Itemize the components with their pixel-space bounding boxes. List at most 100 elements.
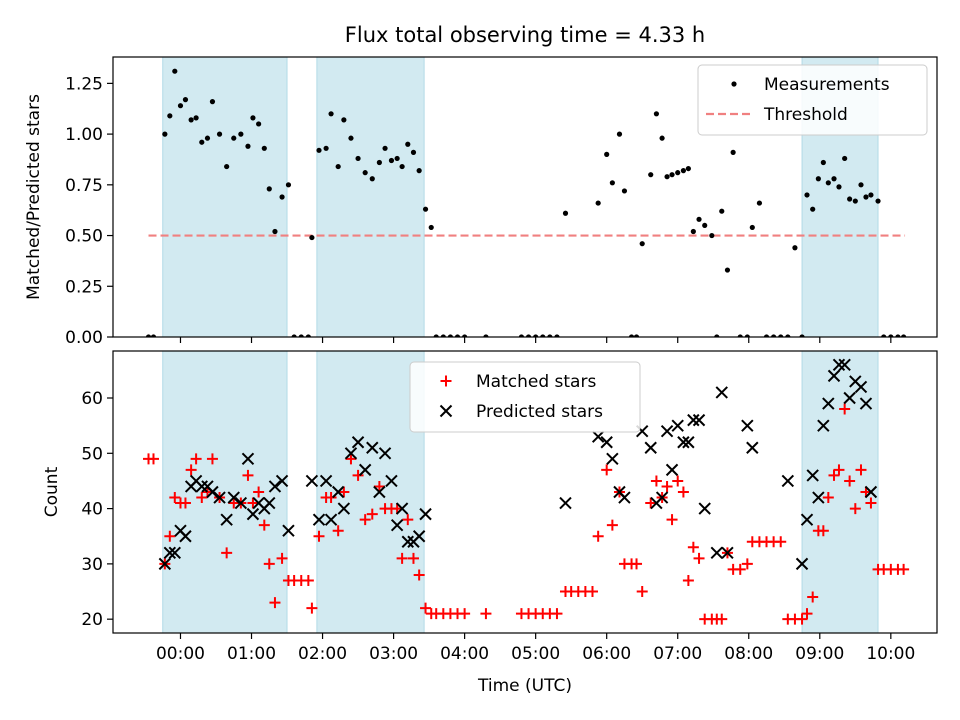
measurement-point	[737, 334, 743, 337]
measurement-point	[749, 224, 755, 231]
predicted-point	[319, 474, 333, 488]
measurement-point	[702, 222, 708, 229]
measurement-point	[355, 155, 361, 162]
legend-label: Matched stars	[476, 372, 596, 392]
measurement-point	[554, 334, 560, 337]
matched-point	[306, 602, 318, 614]
predicted-point	[832, 358, 846, 372]
matched-point	[551, 608, 563, 620]
y-tick-label: 60	[81, 389, 103, 409]
measurement-point	[454, 334, 461, 337]
measurement-point	[744, 334, 750, 337]
measurement-point	[719, 208, 725, 214]
predicted-point	[692, 413, 706, 427]
y-axis-label: Count	[42, 466, 62, 517]
predicted-point	[600, 436, 613, 449]
predicted-point	[827, 369, 841, 383]
measurement-point	[842, 155, 848, 162]
measurement-point	[763, 334, 770, 337]
measurement-point	[328, 111, 334, 117]
predicted-point	[710, 546, 724, 560]
y-tick-label: 20	[81, 610, 103, 630]
predicted-point	[655, 491, 669, 504]
measurement-point	[852, 198, 858, 204]
predicted-point	[337, 502, 351, 515]
measurement-point	[609, 180, 615, 186]
predicted-point	[781, 474, 795, 488]
measurement-point	[778, 334, 784, 337]
axes-frame	[112, 350, 938, 634]
x-tick-label: 03:00	[369, 644, 418, 664]
measurement-point	[238, 131, 244, 137]
measurement-point	[525, 334, 532, 337]
predicted-point	[838, 358, 851, 372]
measurement-point	[680, 168, 687, 174]
measurement-point	[245, 143, 251, 149]
measurement-point	[810, 206, 816, 212]
measurement-point	[291, 334, 297, 337]
predicted-point	[268, 480, 282, 493]
plot-area	[143, 351, 910, 633]
x-tick-label: 05:00	[511, 644, 560, 664]
matched-point	[817, 525, 829, 537]
predicted-point	[665, 463, 679, 477]
predicted-point	[195, 480, 209, 493]
shaded-interval	[316, 351, 425, 633]
measurement-point	[804, 192, 810, 198]
measurement-point	[376, 159, 382, 166]
predicted-point	[385, 474, 398, 488]
measurement-point	[305, 334, 311, 337]
matched-point	[741, 558, 753, 570]
matched-point	[242, 469, 254, 481]
measurement-point	[825, 180, 831, 186]
shaded-interval	[316, 57, 425, 337]
measurement-point	[483, 334, 489, 337]
predicted-point	[806, 469, 819, 482]
measurement-point	[709, 232, 715, 239]
y-tick-label: 0.25	[65, 277, 103, 297]
measurement-point	[405, 141, 411, 147]
matched-point	[413, 569, 425, 581]
matched-point	[833, 464, 845, 476]
measurement-point	[696, 216, 702, 222]
matched-point	[263, 558, 275, 570]
measurement-point	[362, 170, 368, 176]
measurement-point	[875, 198, 881, 204]
matched-point	[687, 541, 699, 553]
measurement-point	[209, 99, 216, 105]
matched-point	[221, 547, 233, 559]
predicted-point	[179, 530, 192, 543]
matched-point	[459, 608, 471, 620]
y-tick-label: 0.75	[65, 176, 103, 196]
matched-point	[822, 492, 834, 504]
measurement-point	[145, 334, 152, 337]
x-tick-label: 06:00	[582, 644, 631, 664]
matched-point	[147, 453, 159, 465]
x-axis-label: Time (UTC)	[477, 676, 572, 696]
measurement-point	[901, 334, 907, 337]
predicted-point	[817, 419, 830, 432]
axes-frame	[112, 56, 938, 338]
predicted-point	[812, 491, 825, 504]
measurement-point	[639, 241, 645, 247]
y-tick-label: 1.25	[65, 74, 103, 94]
measurement-point	[266, 186, 272, 192]
measurement-point	[272, 228, 278, 235]
matched-point	[734, 563, 746, 575]
predicted-point	[366, 441, 379, 454]
matched-point	[682, 574, 694, 586]
measurement-point	[172, 68, 178, 74]
measurement-point	[868, 192, 874, 198]
measurement-point	[348, 135, 354, 141]
matched-point	[196, 492, 208, 504]
y-tick-label: 50	[81, 444, 103, 464]
x-tick-label: 04:00	[440, 644, 489, 664]
predicted-point	[344, 447, 358, 460]
matched-point	[302, 574, 314, 586]
y-tick-label: 30	[81, 555, 103, 575]
measurement-point	[730, 149, 736, 155]
matched-point	[828, 469, 840, 481]
legend-label: Threshold	[763, 105, 848, 125]
measurement-point	[394, 155, 400, 162]
matched-point	[716, 613, 728, 625]
